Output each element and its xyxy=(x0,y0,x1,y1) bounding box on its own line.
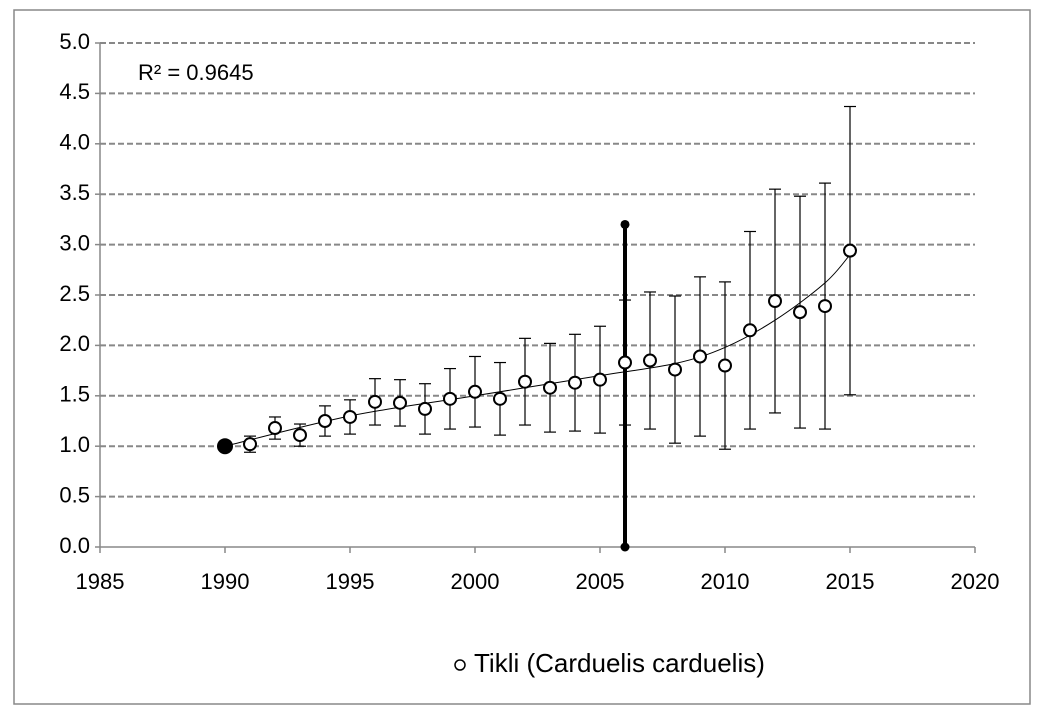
point xyxy=(318,414,332,428)
legend-marker xyxy=(454,659,466,671)
y-tick-label: 0.5 xyxy=(59,482,90,507)
point xyxy=(593,372,607,387)
y-tick-label: 3.0 xyxy=(59,230,90,255)
x-tick-label: 2015 xyxy=(826,569,875,594)
y-tick-label: 1.5 xyxy=(59,382,90,407)
reference-end xyxy=(620,219,630,229)
point xyxy=(818,299,832,314)
point xyxy=(368,394,382,409)
point xyxy=(843,243,857,258)
point xyxy=(343,409,357,424)
point xyxy=(618,355,632,370)
legend-label: Tikli (Carduelis carduelis) xyxy=(474,648,765,678)
point xyxy=(793,305,807,320)
point xyxy=(443,391,457,406)
point xyxy=(543,380,557,395)
annotation: R² = 0.9645 xyxy=(138,60,254,85)
y-tick-label: 2.5 xyxy=(59,281,90,306)
x-tick-label: 1990 xyxy=(201,569,250,594)
point xyxy=(693,349,707,364)
base-point xyxy=(217,438,233,455)
y-tick-label: 4.0 xyxy=(59,130,90,155)
point xyxy=(568,375,582,390)
point xyxy=(468,384,482,399)
y-tick-label: 2.0 xyxy=(59,331,90,356)
chart-frame xyxy=(13,9,1031,705)
point xyxy=(293,428,307,443)
y-tick-label: 0.0 xyxy=(59,533,90,558)
x-tick-label: 2020 xyxy=(951,569,1000,594)
x-tick-label: 1995 xyxy=(326,569,375,594)
point xyxy=(393,395,407,410)
x-tick-label: 2005 xyxy=(576,569,625,594)
x-tick-label: 2000 xyxy=(451,569,500,594)
point xyxy=(743,323,757,338)
reference-end xyxy=(620,542,630,552)
y-tick-label: 5.0 xyxy=(59,29,90,54)
point xyxy=(418,401,432,416)
point xyxy=(243,437,257,452)
y-tick-label: 1.0 xyxy=(59,432,90,457)
point xyxy=(268,421,282,436)
x-tick-label: 2010 xyxy=(701,569,750,594)
point xyxy=(668,362,682,377)
y-tick-label: 3.5 xyxy=(59,180,90,205)
point xyxy=(518,374,532,389)
point xyxy=(643,353,657,368)
point xyxy=(768,294,782,309)
point xyxy=(493,391,507,406)
point xyxy=(718,358,732,373)
x-tick-label: 1985 xyxy=(76,569,125,594)
y-tick-label: 4.5 xyxy=(59,79,90,104)
